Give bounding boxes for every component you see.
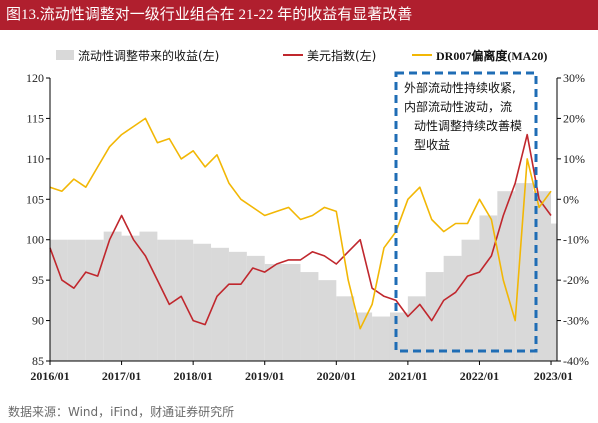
y-right-tick-label: -10% — [563, 233, 589, 247]
legend: 流动性调整带来的收益(左) 美元指数(左) DR007偏离度(MA20) — [56, 48, 547, 63]
area-bar — [461, 239, 480, 361]
x-tick-label: 2016/01 — [30, 369, 69, 383]
x-tick-label: 2021/01 — [388, 369, 427, 383]
x-tick-label: 2017/01 — [102, 369, 141, 383]
chart: 流动性调整带来的收益(左) 美元指数(左) DR007偏离度(MA20) 85 9… — [26, 48, 589, 383]
annotation-line: 型收益 — [414, 138, 450, 152]
y-right-tick-label: 20% — [563, 111, 585, 125]
area-bar — [443, 255, 462, 361]
x-tick-label: 2018/01 — [173, 369, 212, 383]
dr007-line — [49, 117, 552, 330]
area-bar — [175, 239, 194, 361]
annotation-line: 外部流动性持续收紧, — [404, 80, 516, 95]
y-left-tick-label: 90 — [32, 314, 44, 328]
area-bar — [300, 272, 319, 361]
area-bar — [264, 263, 283, 361]
area-bar — [211, 247, 229, 361]
legend-label-area: 流动性调整带来的收益(左) — [78, 48, 219, 63]
area-bar — [551, 223, 557, 361]
area-bar — [228, 251, 247, 361]
y-right-tick-label: 10% — [563, 152, 585, 166]
y-left-tick-label: 105 — [26, 192, 44, 206]
area-bar — [318, 280, 337, 361]
figure-title: 图13.流动性调整对一级行业组合在 21-22 年的收益有显著改善 — [0, 0, 598, 30]
x-tick-label: 2020/01 — [317, 369, 356, 383]
area-bar — [121, 235, 140, 361]
x-tick-label: 2019/01 — [245, 369, 284, 383]
y-right-tick-label: 30% — [563, 71, 585, 85]
area-bar — [282, 263, 301, 361]
usd-line — [49, 133, 552, 326]
y-right-tick-label: 0% — [563, 192, 579, 206]
area-bar — [67, 239, 86, 361]
area-bar — [497, 191, 516, 361]
area-bar — [246, 255, 265, 361]
y-left-tick-label: 85 — [32, 354, 44, 368]
y-left-tick-label: 95 — [32, 273, 44, 287]
y-right-tick-label: -40% — [563, 354, 589, 368]
source-note: 数据来源：Wind，iFind，财通证券研究所 — [8, 405, 235, 419]
area-bar — [139, 231, 158, 361]
y-right-tick-label: -30% — [563, 314, 589, 328]
plot-area — [49, 117, 557, 361]
area-bar — [336, 296, 355, 361]
y-left-tick-label: 120 — [26, 71, 44, 85]
area-bar — [354, 312, 373, 361]
y-left-tick-label: 100 — [26, 233, 44, 247]
area-bar — [193, 243, 212, 361]
legend-label-dr007: DR007偏离度(MA20) — [436, 48, 547, 63]
area-bar — [103, 231, 122, 361]
area-bar — [372, 316, 390, 361]
annotation-line: 内部流动性波动，流 — [404, 99, 512, 114]
x-tick-label: 2022/01 — [460, 369, 499, 383]
area-bar — [515, 183, 534, 361]
area-bar — [389, 312, 408, 361]
x-tick-label: 2023/01 — [534, 369, 573, 383]
legend-swatch-area — [56, 50, 74, 60]
y-left-tick-label: 110 — [26, 152, 44, 166]
y-right-tick-label: -20% — [563, 273, 589, 287]
annotation-line: 动性调整持续改善模 — [414, 118, 522, 133]
area-bar — [157, 239, 176, 361]
area-bar — [50, 239, 68, 361]
y-left-tick-label: 115 — [26, 111, 44, 125]
annotation-box — [394, 71, 538, 353]
area-bar — [85, 239, 104, 361]
axes: 85 90 95 100 105 110 115 120 -40% -30% -20% -10% 0% 1… — [26, 71, 589, 383]
area-bar — [533, 191, 552, 361]
legend-label-usd: 美元指数(左) — [307, 48, 376, 63]
